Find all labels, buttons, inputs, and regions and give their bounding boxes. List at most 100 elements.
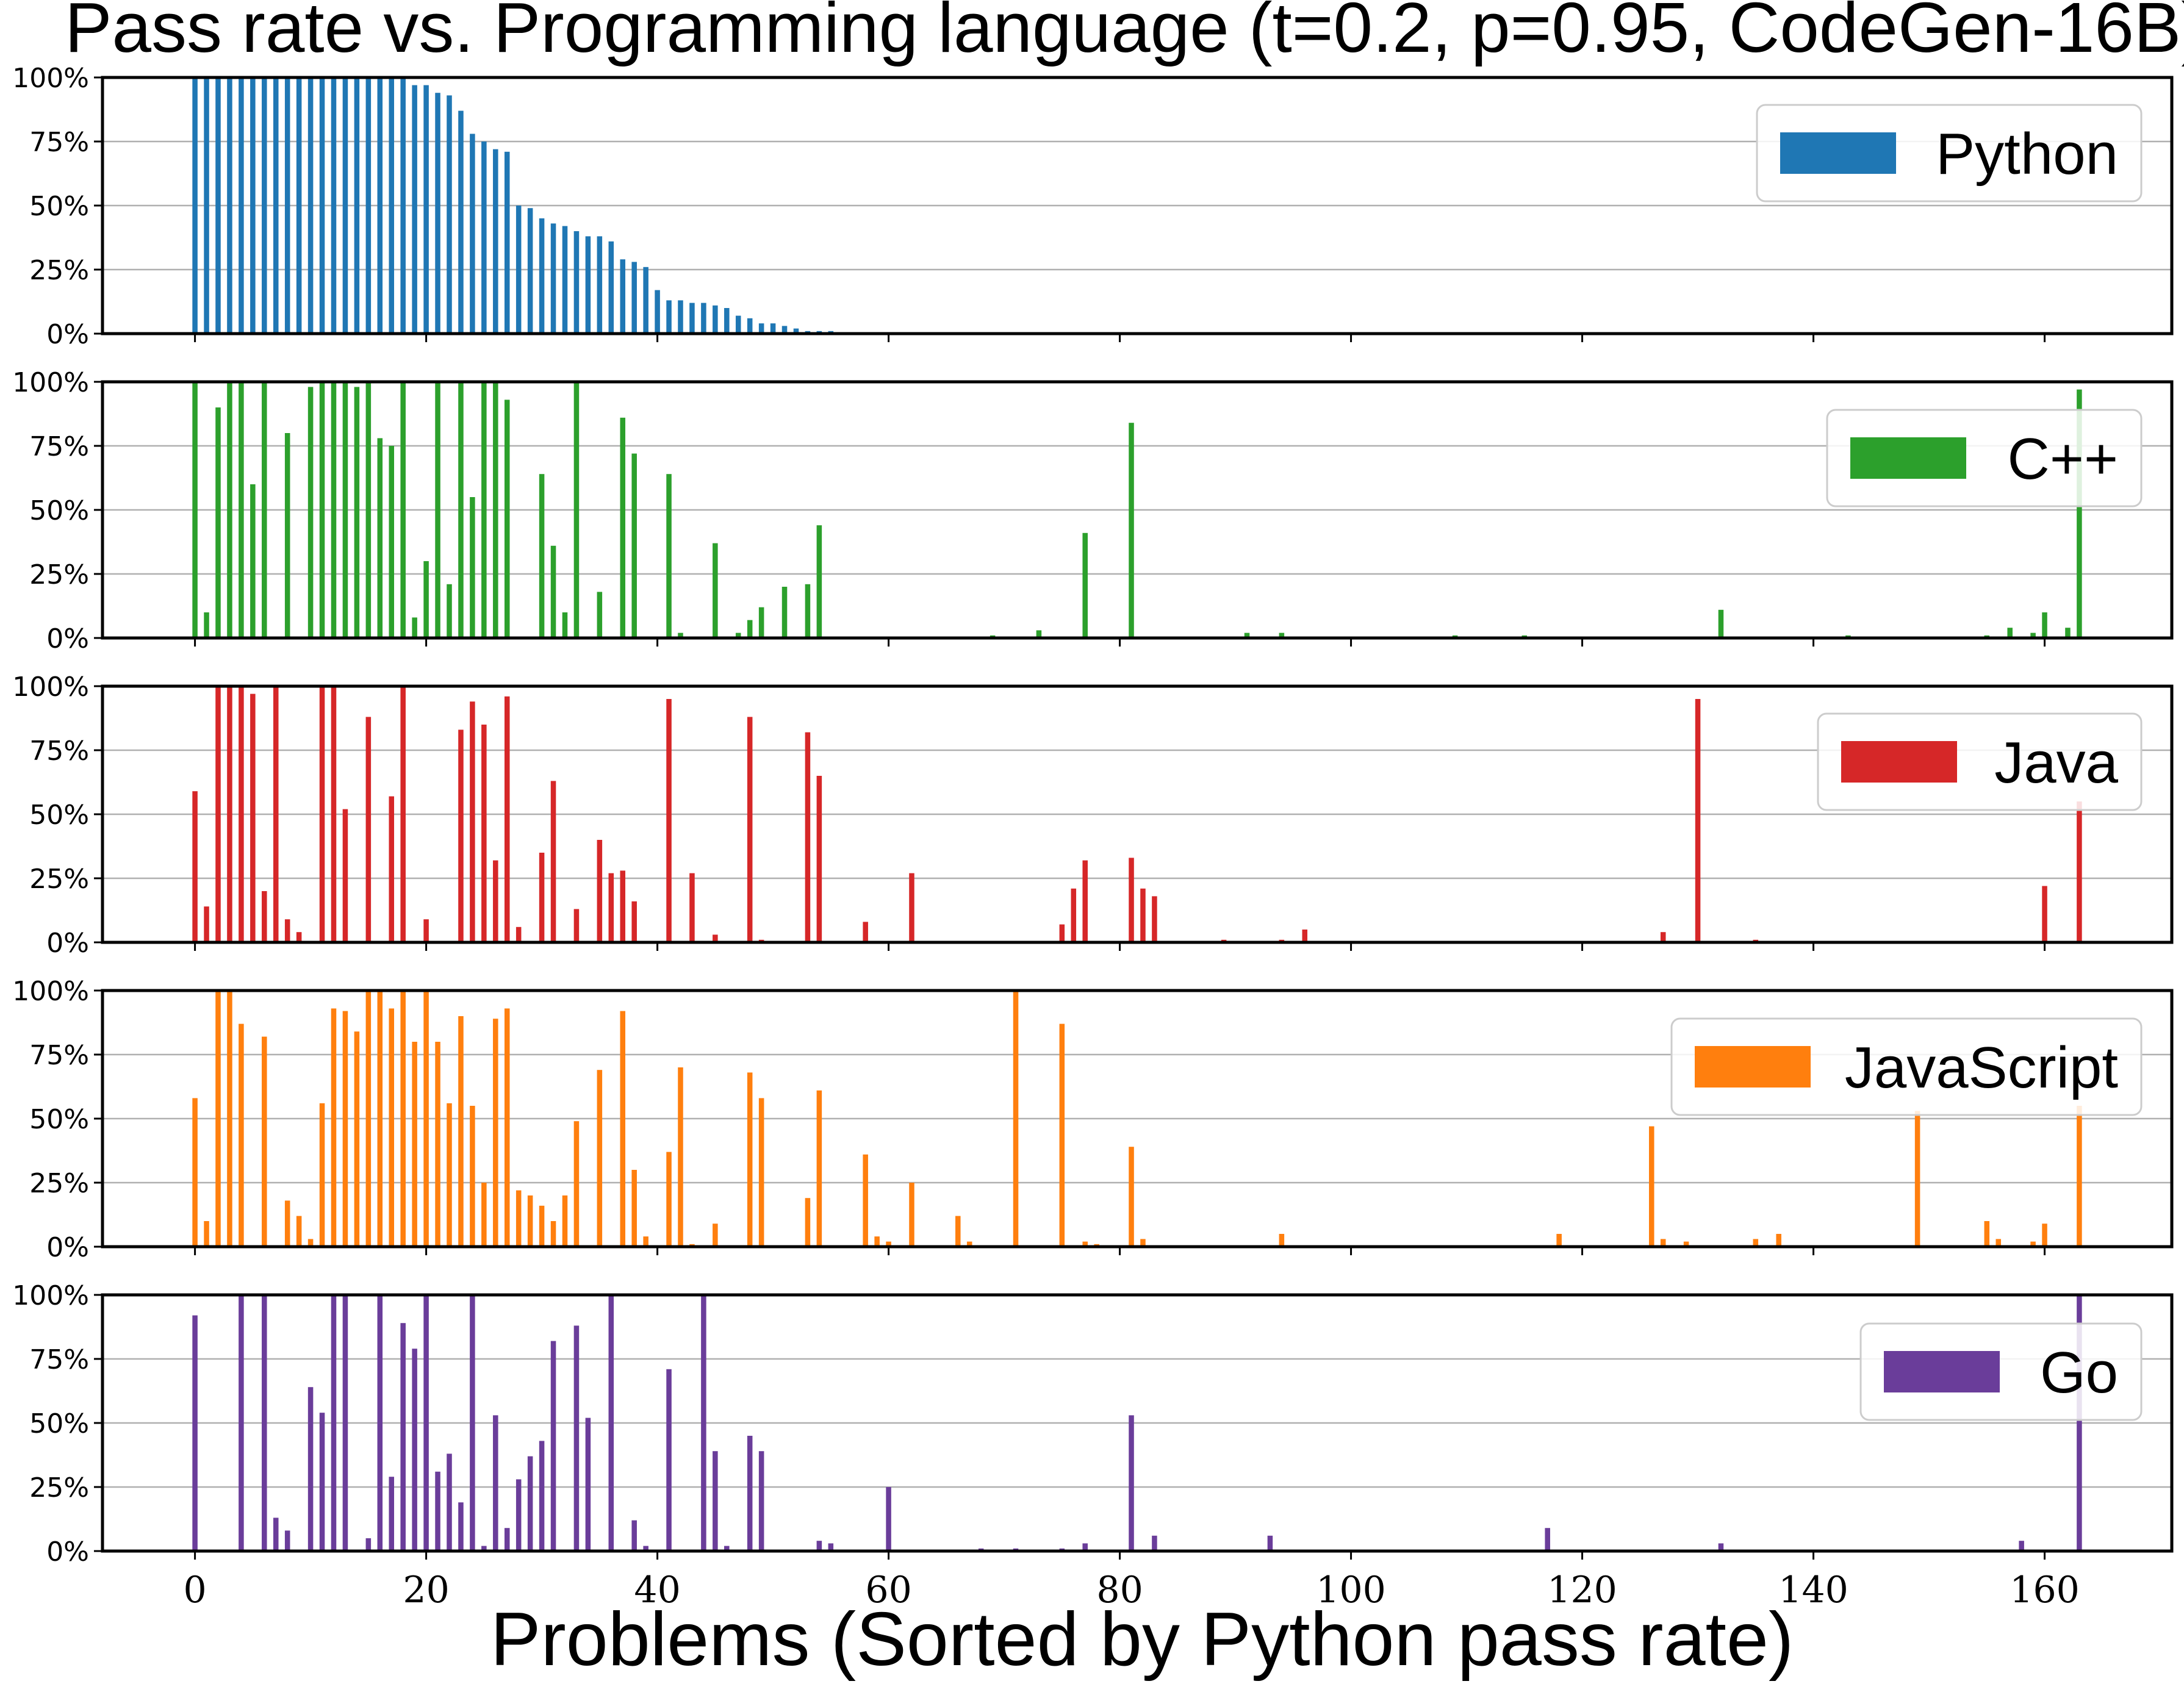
legend-label-javascript: JavaScript [1845,1035,2118,1100]
bar-javascript-10 [307,1239,314,1247]
bar-go-8 [284,1530,290,1551]
bar-javascript-3 [227,991,232,1247]
bar-cpp-35 [597,592,603,638]
bar-cpp-1 [204,612,209,638]
legend-python: Python [1756,104,2143,202]
bar-javascript-82 [1140,1239,1146,1247]
bar-javascript-160 [2042,1224,2047,1247]
bar-python-4 [239,77,244,334]
legend-javascript: JavaScript [1670,1017,2143,1116]
legend-swatch-java [1841,741,1957,783]
bar-javascript-35 [597,1070,603,1247]
axes-frame-java [101,684,2174,944]
bar-javascript-2 [215,991,221,1247]
bar-java-9 [296,932,302,942]
bar-python-36 [608,241,614,334]
y-tick-label-go-100: 100% [12,1280,89,1311]
bar-cpp-77 [1082,532,1088,638]
bar-cpp-159 [2030,632,2036,638]
bar-javascript-159 [2030,1241,2036,1247]
bar-java-24 [470,701,475,942]
bar-java-26 [493,860,498,942]
bar-cpp-163 [2077,389,2082,638]
x-axis-label: Problems (Sorted by Python pass rate) [490,1597,1794,1682]
legend-box-cpp [1826,409,2143,507]
bar-java-23 [458,729,464,942]
bar-java-83 [1152,896,1157,942]
bar-javascript-58 [863,1154,868,1247]
bar-java-17 [389,796,395,942]
bar-java-28 [515,926,522,942]
y-tick-label-go-75: 75% [29,1344,89,1375]
y-tick-label-java-50: 50% [29,800,89,831]
bar-python-47 [735,315,741,334]
bar-python-34 [585,236,591,334]
bar-python-29 [527,208,533,334]
bar-go-20 [423,1295,429,1551]
bar-javascript-129 [1683,1241,1689,1247]
bar-go-54 [816,1541,822,1551]
bar-cpp-48 [747,620,753,638]
bar-go-6 [262,1295,267,1551]
bar-python-51 [781,326,788,334]
bar-java-58 [863,922,868,942]
y-tick-label-cpp-0: 0% [46,623,89,654]
bar-javascript-30 [539,1205,545,1247]
bar-java-37 [620,870,626,942]
bar-cpp-14 [354,387,360,638]
bar-cpp-53 [805,584,811,638]
bar-cpp-21 [435,382,440,638]
bar-javascript-28 [515,1190,522,1247]
bar-javascript-77 [1082,1241,1088,1247]
bar-cpp-91 [1244,632,1250,638]
bar-javascript-135 [1753,1239,1759,1247]
bar-javascript-25 [481,1183,487,1247]
bar-cpp-8 [284,433,290,638]
bar-javascript-29 [527,1195,533,1247]
bar-go-60 [886,1487,891,1551]
bar-cpp-33 [573,382,580,638]
bar-java-7 [273,686,279,942]
legend-swatch-javascript [1695,1046,1811,1088]
bar-python-14 [354,77,360,334]
bar-python-8 [284,77,290,334]
bar-javascript-49 [758,1098,764,1247]
bar-javascript-54 [816,1090,822,1247]
bar-cpp-38 [631,453,637,638]
bar-javascript-38 [631,1170,637,1247]
bar-java-43 [689,873,695,942]
bar-java-160 [2042,886,2047,942]
bar-go-45 [713,1451,718,1551]
axes-frame-python [101,76,2174,335]
bar-go-132 [1718,1543,1724,1551]
bar-javascript-22 [447,1103,452,1247]
bar-go-33 [573,1325,580,1551]
bar-go-158 [2019,1541,2024,1551]
bar-cpp-132 [1718,609,1724,638]
bar-python-23 [458,110,464,334]
bar-javascript-126 [1648,1126,1654,1247]
bar-go-30 [539,1441,545,1551]
bar-python-30 [539,218,545,334]
subplot-panels: 0%25%50%75%100%Python0%25%50%75%100%C++0… [12,63,2174,1568]
bar-java-163 [2077,801,2082,942]
bar-java-45 [713,934,718,942]
bar-go-22 [447,1453,452,1551]
bar-cpp-45 [713,543,718,638]
bar-python-17 [389,77,395,334]
axes-frame-javascript [101,989,2174,1249]
y-tick-label-python-100: 100% [12,63,89,94]
bar-go-18 [400,1323,406,1551]
bar-java-27 [504,696,510,942]
bar-cpp-19 [412,617,417,638]
legend-label-python: Python [1936,121,2118,187]
bar-cpp-51 [781,587,788,638]
y-tick-label-go-25: 25% [29,1472,89,1503]
bar-cpp-12 [331,382,337,638]
bar-python-41 [666,300,672,334]
bar-java-25 [481,725,487,942]
y-tick-label-javascript-0: 0% [46,1232,89,1263]
bar-javascript-163 [2077,1106,2082,1247]
